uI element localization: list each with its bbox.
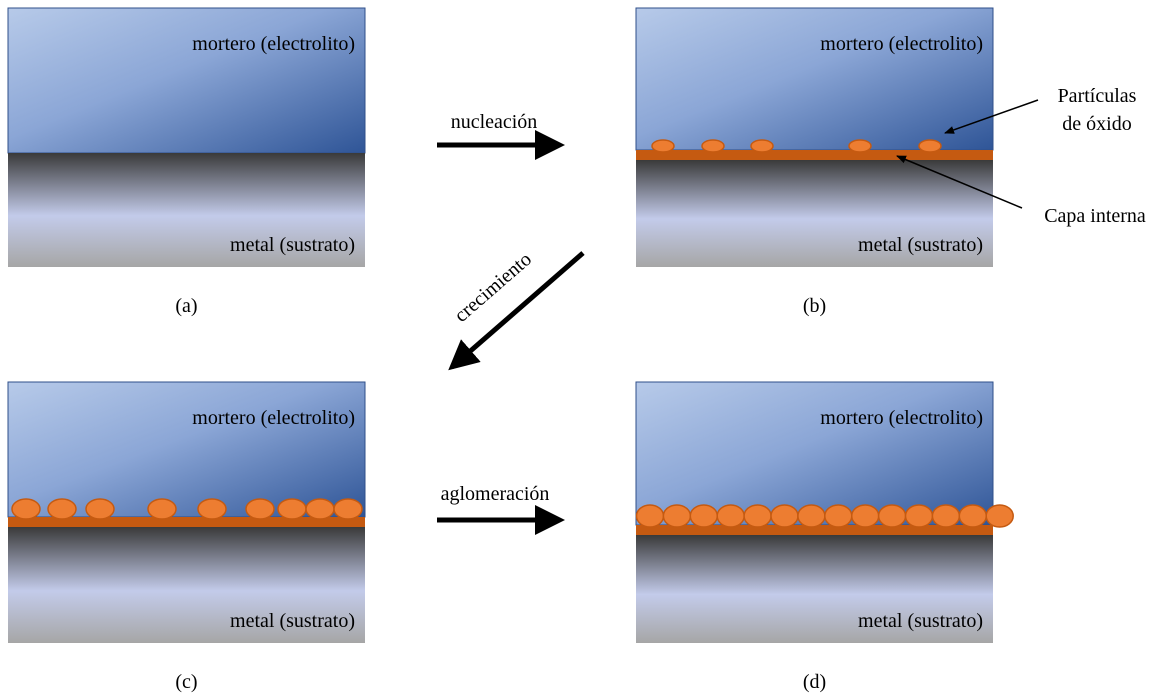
substrate-label: metal (sustrato)	[858, 234, 983, 256]
oxide-particle	[919, 140, 941, 152]
process-label: crecimiento	[450, 248, 536, 327]
oxide-particle	[690, 505, 717, 527]
electrolyte-label: mortero (electrolito)	[820, 33, 983, 55]
oxide-particle	[825, 505, 852, 527]
process-label: nucleación	[451, 111, 538, 133]
oxide-particle	[751, 140, 773, 152]
electrolyte	[8, 382, 365, 517]
oxide-particle	[702, 140, 724, 152]
annotation-label: de óxido	[1062, 113, 1131, 135]
panel-caption: (c)	[175, 671, 197, 693]
substrate-label: metal (sustrato)	[858, 610, 983, 632]
oxide-particle	[849, 140, 871, 152]
oxide-particle	[306, 499, 334, 519]
oxide-particle	[744, 505, 771, 527]
oxide-particle	[986, 505, 1013, 527]
oxide-particle	[798, 505, 825, 527]
electrolyte	[636, 8, 993, 150]
substrate-label: metal (sustrato)	[230, 234, 355, 256]
electrolyte-label: mortero (electrolito)	[192, 407, 355, 429]
oxide-particle	[663, 505, 690, 527]
oxide-particle	[771, 505, 798, 527]
electrolyte-label: mortero (electrolito)	[820, 407, 983, 429]
oxide-particle	[717, 505, 744, 527]
panel-caption: (a)	[175, 295, 197, 317]
diagram: mortero (electrolito) metal (sustrato) (a)…	[0, 0, 1169, 693]
annotation-label: Partículas	[1058, 85, 1137, 107]
panel-caption: (b)	[803, 295, 826, 317]
electrolyte	[8, 8, 365, 153]
panel-caption: (d)	[803, 671, 826, 693]
annotation-label: Capa interna	[1044, 205, 1146, 227]
oxide-particle	[906, 505, 933, 527]
oxide-particle	[334, 499, 362, 519]
inner-layer	[636, 150, 993, 160]
oxide-particle	[932, 505, 959, 527]
oxide-particle	[12, 499, 40, 519]
oxide-particle	[48, 499, 76, 519]
electrolyte-label: mortero (electrolito)	[192, 33, 355, 55]
electrolyte	[636, 382, 993, 525]
oxide-particle	[148, 499, 176, 519]
oxide-particle	[198, 499, 226, 519]
oxide-particle	[879, 505, 906, 527]
oxide-particle	[959, 505, 986, 527]
oxide-particle	[852, 505, 879, 527]
oxide-particle	[278, 499, 306, 519]
substrate-label: metal (sustrato)	[230, 610, 355, 632]
oxide-particle	[86, 499, 114, 519]
oxide-particle	[637, 505, 664, 527]
oxide-particle	[246, 499, 274, 519]
process-label: aglomeración	[441, 483, 550, 505]
oxide-particle	[652, 140, 674, 152]
